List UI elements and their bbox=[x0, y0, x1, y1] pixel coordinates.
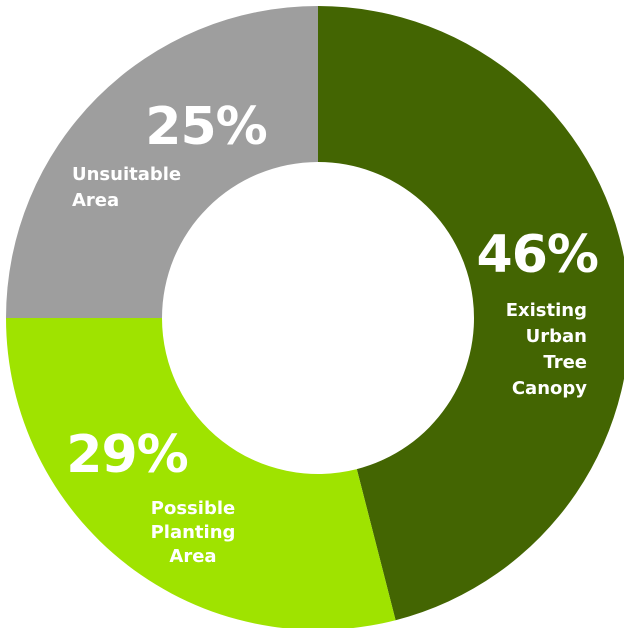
slice-value-label: 29% bbox=[66, 425, 187, 485]
slice-category-label-line: Existing bbox=[506, 300, 587, 321]
slice-value-label: 46% bbox=[477, 225, 598, 285]
slice-category-label-line: Tree bbox=[543, 352, 587, 373]
slice-unsuitable-area bbox=[6, 6, 318, 318]
slice-possible-planting-area bbox=[6, 318, 396, 628]
slice-value-label: 25% bbox=[145, 97, 266, 157]
slice-category-label-line: Area bbox=[169, 546, 216, 567]
slice-category-label-line: Area bbox=[72, 190, 119, 211]
slice-category-label-line: Canopy bbox=[512, 378, 587, 399]
slice-category-label-line: Planting bbox=[151, 522, 236, 543]
slice-category-label-line: Possible bbox=[151, 498, 235, 519]
slice-category-label-line: Urban bbox=[526, 326, 587, 347]
slice-category-label-line: Unsuitable bbox=[72, 164, 181, 185]
